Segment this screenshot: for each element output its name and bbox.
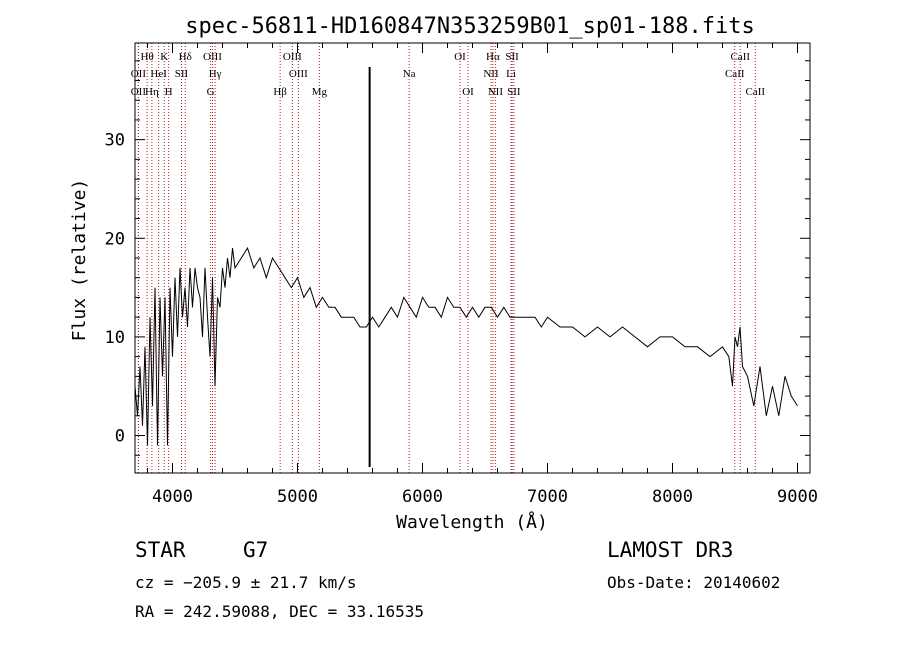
line-label: OIII (289, 68, 308, 80)
line-label: CaII (730, 51, 750, 63)
line-label: CaII (725, 68, 745, 80)
line-label: K (160, 51, 168, 63)
line-label: OIII (283, 51, 302, 63)
line-label: SII (505, 51, 519, 63)
chart-title: spec-56811-HD160847N353259B01_sp01-188.f… (185, 14, 755, 39)
line-label: G (207, 86, 215, 98)
line-label: Hα (486, 51, 500, 63)
plot-frame (134, 42, 811, 474)
line-label: Hθ (141, 51, 154, 63)
line-label: OII (131, 86, 147, 98)
object-class: STAR (135, 538, 186, 562)
survey-name: LAMOST DR3 (607, 538, 734, 562)
line-label: H (165, 86, 173, 98)
y-tick-label: 30 (105, 131, 125, 151)
observation-date: Obs-Date: 20140602 (607, 573, 781, 592)
y-axis-label: Flux (relative) (69, 179, 90, 342)
line-label: Hδ (179, 51, 192, 63)
y-tick-label: 10 (105, 328, 125, 348)
x-tick-label: 8000 (652, 487, 693, 507)
line-label: Hβ (273, 86, 287, 98)
line-label: OII (131, 68, 147, 80)
x-tick-label: 7000 (527, 487, 568, 507)
y-tick-label: 20 (105, 229, 125, 249)
line-label: OI (454, 51, 466, 63)
x-axis: 4000 5000 6000 7000 8000 9000 (147, 43, 818, 507)
line-label: NII (483, 68, 499, 80)
redshift-velocity: cz = −205.9 ± 21.7 km/s (135, 573, 357, 592)
x-tick-label: 9000 (777, 487, 818, 507)
line-label: OIII (203, 51, 222, 63)
object-subclass: G7 (243, 538, 269, 562)
line-label: OI (462, 86, 474, 98)
line-label: SII (175, 68, 189, 80)
line-label: Li (506, 68, 516, 80)
line-label: NII (488, 86, 504, 98)
line-label: Hη (145, 86, 159, 98)
x-axis-label: Wavelength (Å) (396, 511, 548, 533)
emission-line-markers (137, 43, 756, 473)
x-tick-label: 4000 (152, 487, 193, 507)
line-label: Hγ (209, 68, 222, 80)
x-tick-label: 5000 (277, 487, 318, 507)
line-label: CaII (745, 86, 765, 98)
line-label: Na (403, 68, 416, 80)
x-tick-label: 6000 (402, 487, 443, 507)
coordinates: RA = 242.59088, DEC = 33.16535 (135, 602, 424, 621)
line-label: SII (507, 86, 521, 98)
y-tick-label: 0 (115, 427, 125, 447)
y-axis: 0 10 20 30 (105, 60, 810, 456)
line-label: HeI (150, 68, 167, 80)
line-label: Mg (312, 86, 328, 98)
spectrum-series (134, 246, 798, 446)
